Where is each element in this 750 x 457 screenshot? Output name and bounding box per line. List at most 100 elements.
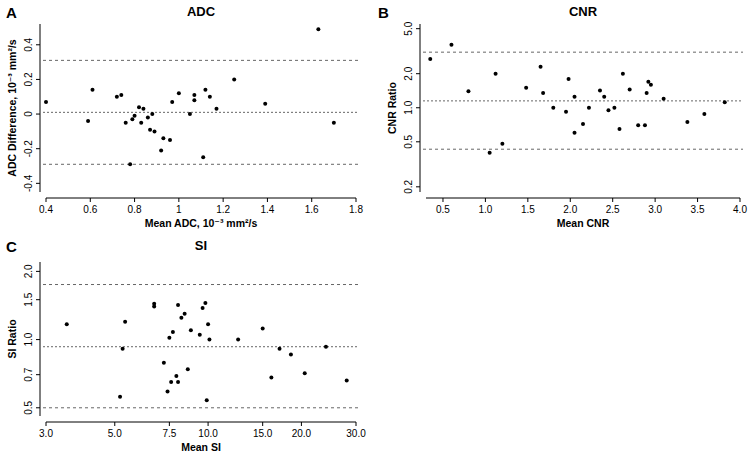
x-tick xyxy=(90,198,91,202)
point xyxy=(150,112,154,116)
point xyxy=(587,106,591,110)
point xyxy=(466,89,470,93)
point xyxy=(303,371,307,375)
reference-line xyxy=(423,100,743,101)
point xyxy=(169,380,173,384)
point xyxy=(324,345,328,349)
figure: AADC0.40.60.811.21.41.61.8-0.4-0.200.20.… xyxy=(0,0,750,457)
point xyxy=(177,91,181,95)
x-tick xyxy=(114,422,115,426)
point xyxy=(148,128,152,132)
plot-area xyxy=(43,285,359,408)
y-tick-label: 1.0 xyxy=(23,332,34,346)
y-tick xyxy=(36,79,40,80)
x-tick xyxy=(740,198,741,202)
y-tick-label: 0 xyxy=(23,111,34,117)
x-tick-label: 3.5 xyxy=(691,204,705,215)
y-tick-label: 5.0 xyxy=(403,21,414,35)
point xyxy=(192,98,196,102)
point xyxy=(263,102,267,106)
point xyxy=(118,395,122,399)
point xyxy=(316,27,320,31)
y-tick-label: 0.5 xyxy=(403,134,414,148)
point xyxy=(186,367,190,371)
reference-line xyxy=(423,52,743,53)
chart-title: SI xyxy=(195,238,207,253)
point xyxy=(65,322,69,326)
x-tick xyxy=(356,198,357,202)
y-tick-label: 0.2 xyxy=(403,179,414,193)
point xyxy=(551,106,555,110)
x-axis-title: Mean CNR xyxy=(557,217,610,229)
point xyxy=(345,378,349,382)
point xyxy=(500,142,504,146)
x-tick xyxy=(178,198,179,202)
point xyxy=(581,122,585,126)
x-tick-label: 7.5 xyxy=(162,428,176,439)
x-tick xyxy=(134,198,135,202)
x-tick-label: 1.0 xyxy=(478,204,492,215)
y-tick xyxy=(416,141,420,142)
point xyxy=(189,328,193,332)
y-tick xyxy=(36,339,40,340)
point xyxy=(44,100,48,104)
x-tick xyxy=(442,198,443,202)
y-axis xyxy=(40,24,41,192)
panel: AADC0.40.60.811.21.41.61.8-0.4-0.200.20.… xyxy=(6,4,363,229)
point xyxy=(146,116,150,120)
x-tick-label: 2.5 xyxy=(606,204,620,215)
point xyxy=(539,65,543,69)
y-tick xyxy=(36,407,40,408)
point xyxy=(215,107,219,111)
x-tick-label: 1 xyxy=(176,204,182,215)
point xyxy=(203,88,207,92)
point xyxy=(573,131,577,135)
reference-line xyxy=(43,284,359,285)
point xyxy=(119,93,123,97)
y-axis-title: CNR Ratio xyxy=(386,82,398,134)
x-tick xyxy=(169,422,170,426)
point xyxy=(139,121,143,125)
point xyxy=(176,380,180,384)
y-tick-label: -0.2 xyxy=(23,140,34,158)
y-tick xyxy=(416,28,420,29)
x-tick-label: 1.2 xyxy=(216,204,230,215)
point xyxy=(289,352,293,356)
point xyxy=(428,57,432,61)
point xyxy=(606,108,610,112)
x-tick xyxy=(655,198,656,202)
y-tick xyxy=(36,44,40,45)
x-axis xyxy=(46,422,356,423)
point xyxy=(207,338,211,342)
x-tick xyxy=(208,422,209,426)
panel: BCNR0.51.01.52.02.53.03.54.00.20.51.02.0… xyxy=(378,4,747,229)
point xyxy=(602,95,606,99)
point xyxy=(201,155,205,159)
x-tick xyxy=(527,198,528,202)
x-axis-title: Mean SI xyxy=(181,441,221,453)
chart-title: ADC xyxy=(187,4,216,19)
y-tick xyxy=(416,73,420,74)
plot-area xyxy=(423,43,743,155)
y-tick xyxy=(36,299,40,300)
point xyxy=(91,88,95,92)
point xyxy=(621,72,625,76)
point xyxy=(685,120,689,124)
point xyxy=(192,93,196,97)
point xyxy=(628,87,632,91)
point xyxy=(643,123,647,127)
point xyxy=(161,136,165,140)
x-tick xyxy=(612,198,613,202)
x-tick-label: 15.0 xyxy=(253,428,273,439)
point xyxy=(152,302,156,306)
x-tick-label: 0.4 xyxy=(39,204,53,215)
reference-line xyxy=(43,112,359,113)
x-tick-label: 3.0 xyxy=(39,428,53,439)
point xyxy=(612,106,616,110)
y-tick-label: 1.5 xyxy=(23,292,34,306)
point xyxy=(188,112,192,116)
point xyxy=(166,390,170,394)
y-tick-label: 0.4 xyxy=(23,37,34,51)
point xyxy=(133,114,137,118)
y-tick xyxy=(36,183,40,184)
